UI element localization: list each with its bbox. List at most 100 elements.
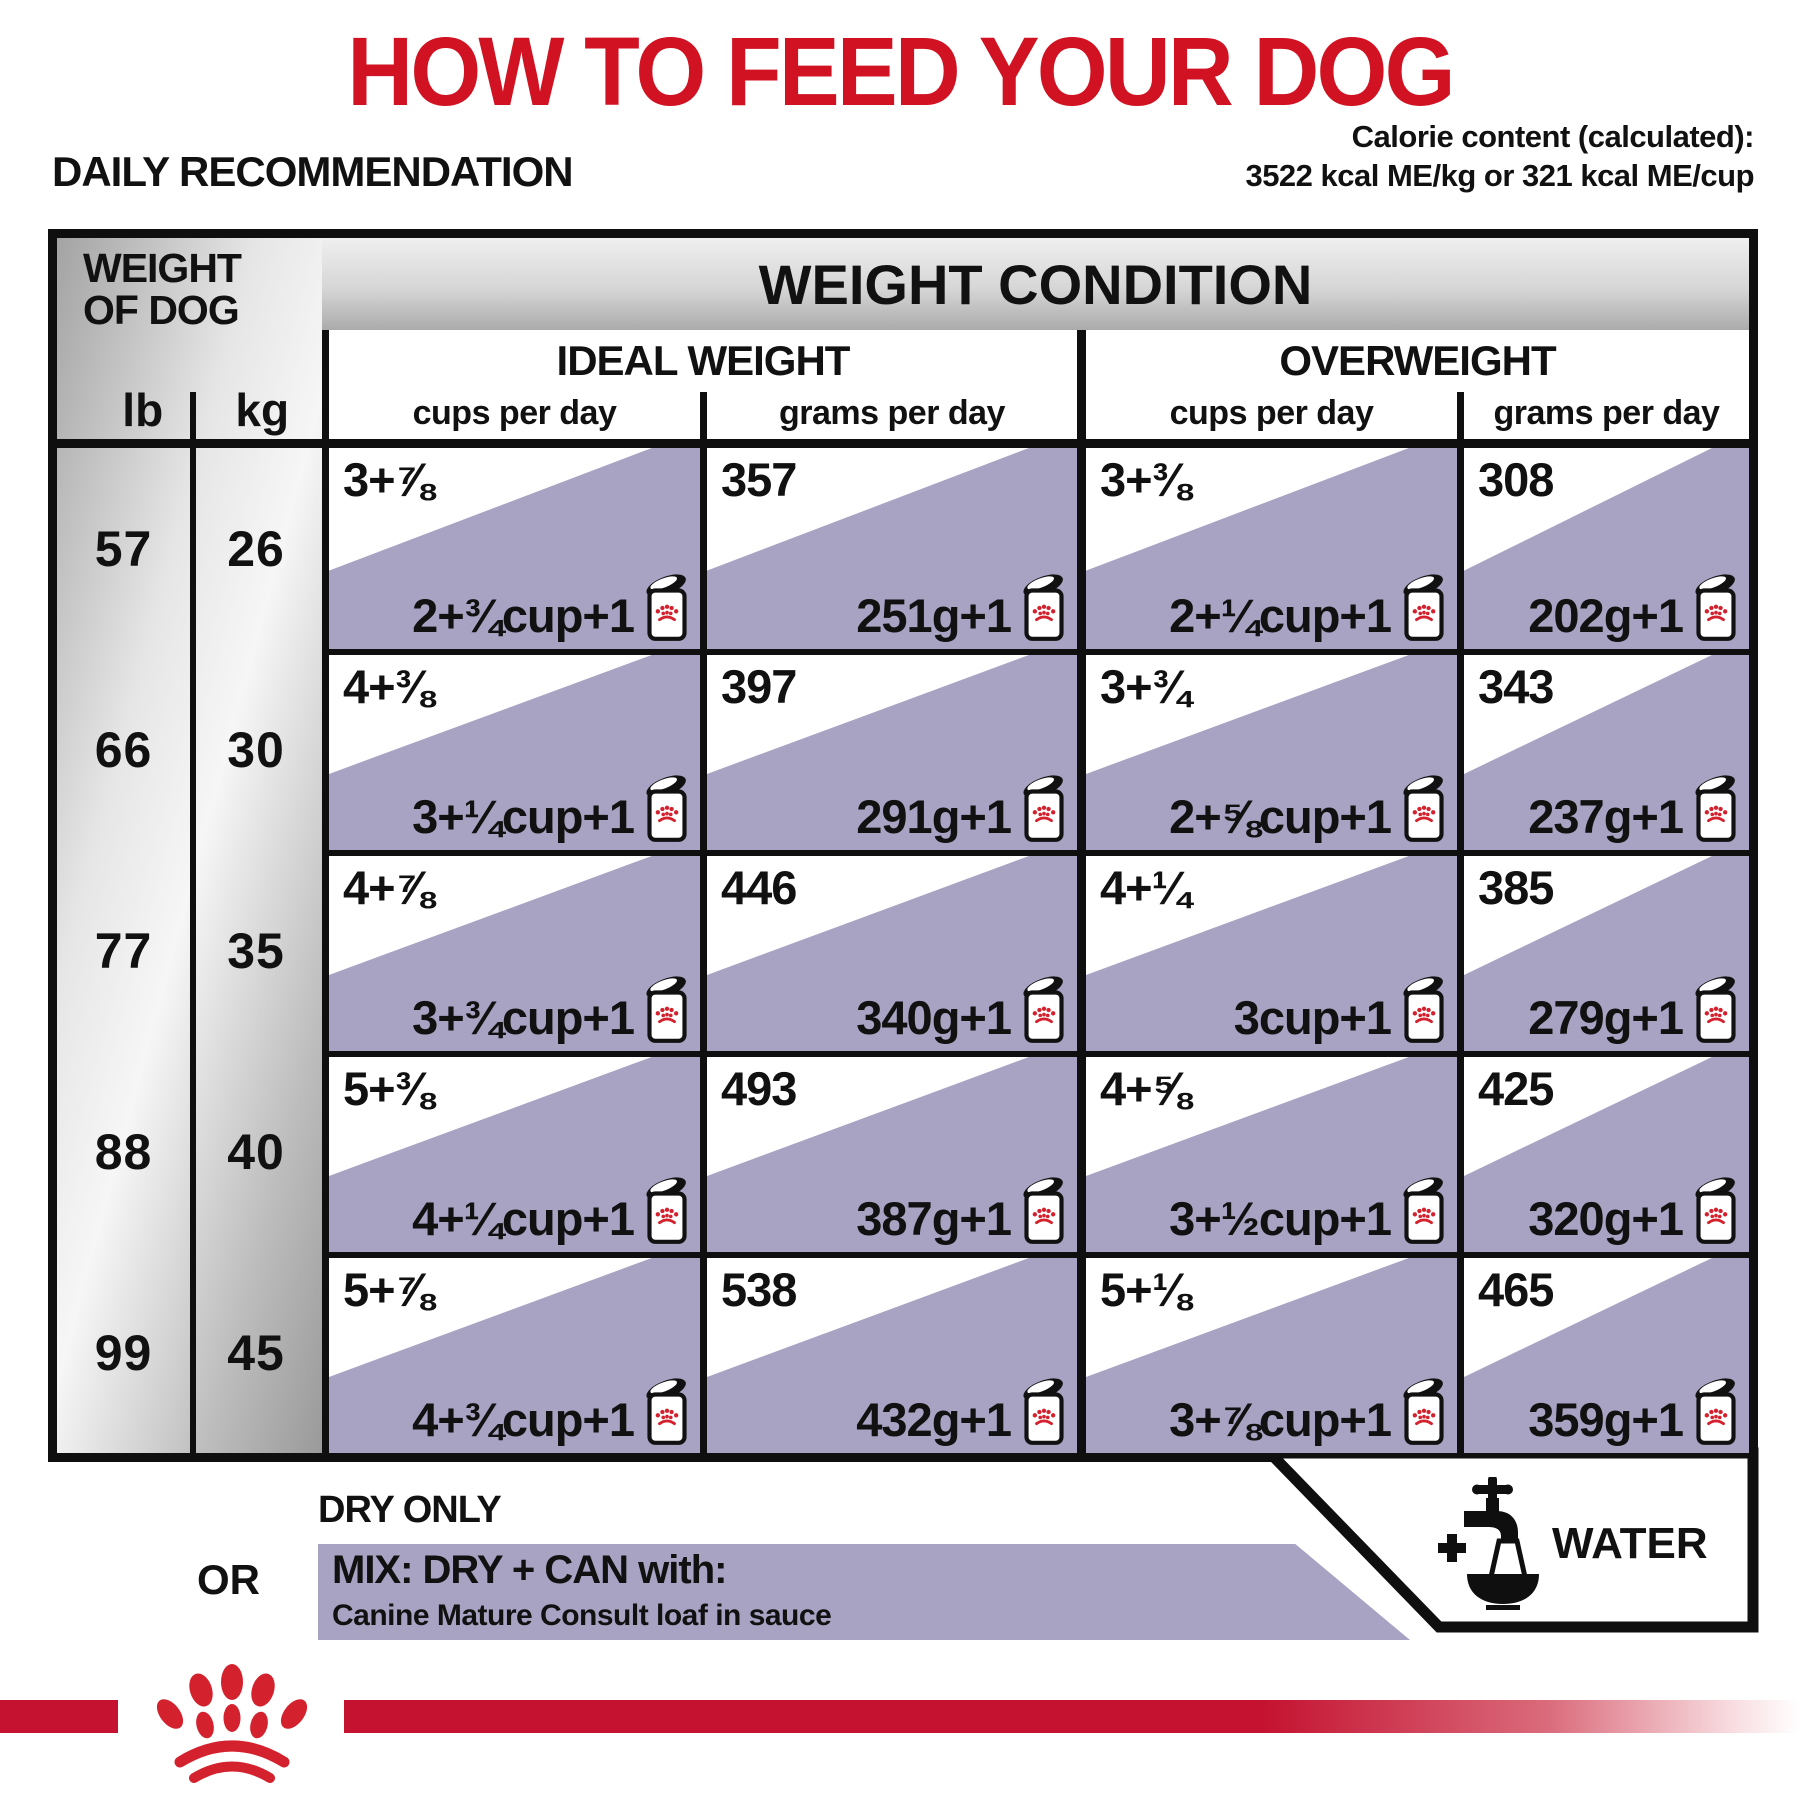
mix-value: 251g+1	[856, 573, 1069, 643]
table-cell: 4+⅞ 3+¾cup+1	[322, 850, 700, 1051]
can-icon	[1019, 1176, 1069, 1246]
ideal-cups-header: cups per day	[322, 392, 700, 448]
dry-value: 4+⅞	[343, 861, 434, 914]
weight-kg: 30	[227, 721, 285, 778]
table-cell: 3+⅜ 2+¼cup+1	[1077, 448, 1457, 649]
weight-kg: 35	[227, 922, 285, 979]
feeding-table: WEIGHT OF DOG lb kg WEIGHT CONDITION IDE…	[48, 229, 1758, 1462]
dry-value: 446	[721, 861, 797, 914]
table-cell: 343 237g+1	[1457, 649, 1749, 850]
dry-value: 4+⅝	[1100, 1062, 1191, 1115]
dry-value: 385	[1478, 861, 1554, 914]
mix-value: 432g+1	[856, 1377, 1069, 1447]
mix-value: 3+¾cup+1	[412, 975, 692, 1045]
weight-kg: 45	[227, 1324, 285, 1381]
can-icon	[642, 774, 692, 844]
mix-value: 291g+1	[856, 774, 1069, 844]
mix-value: 4+¾cup+1	[412, 1377, 692, 1447]
can-icon	[1691, 1176, 1741, 1246]
weight-of-dog-header: WEIGHT OF DOG lb kg	[57, 238, 322, 448]
table-cell: 308 202g+1	[1457, 448, 1749, 649]
dry-value: 343	[1478, 660, 1554, 713]
dry-value: 465	[1478, 1263, 1554, 1316]
mix-value: 3+¼cup+1	[412, 774, 692, 844]
unit-row: lb kg	[83, 383, 322, 439]
dry-value: 3+⅜	[1100, 453, 1191, 506]
can-icon	[1399, 573, 1449, 643]
table-cell: 465 359g+1	[1457, 1252, 1749, 1453]
mix-value: 237g+1	[1528, 774, 1741, 844]
dry-value: 357	[721, 453, 797, 506]
weight-of-dog-label: WEIGHT OF DOG	[83, 245, 242, 333]
or-label: OR	[197, 1556, 260, 1603]
mix-value: 340g+1	[856, 975, 1069, 1045]
table-cell: 385 279g+1	[1457, 850, 1749, 1051]
mix-subtitle: Canine Mature Consult loaf in sauce	[332, 1599, 832, 1632]
table-cell: 5+⅞ 4+¾cup+1	[322, 1252, 700, 1453]
table-cell: 538 432g+1	[700, 1252, 1077, 1453]
daily-recommendation-heading: DAILY RECOMMENDATION	[52, 148, 574, 195]
can-icon	[1399, 1176, 1449, 1246]
weight-kg: 40	[227, 1123, 285, 1180]
dry-value: 493	[721, 1062, 797, 1115]
lb-kg-divider	[190, 392, 196, 1453]
mix-value: 387g+1	[856, 1176, 1069, 1246]
can-icon	[1691, 774, 1741, 844]
mix-value: 3+⅞cup+1	[1169, 1377, 1449, 1447]
mix-value: 3cup+1	[1234, 975, 1449, 1045]
table-cell: 3+¾ 2+⅝cup+1	[1077, 649, 1457, 850]
table-cell: 5+⅛ 3+⅞cup+1	[1077, 1252, 1457, 1453]
table-cell: 4+⅝ 3+½cup+1	[1077, 1051, 1457, 1252]
weight-lb: 57	[94, 520, 153, 577]
can-icon	[1691, 573, 1741, 643]
weight-condition-header: WEIGHT CONDITION	[322, 238, 1749, 330]
page-title: HOW TO FEED YOUR DOG	[347, 17, 1455, 126]
dry-value: 3+¾	[1100, 660, 1191, 713]
calorie-line1: Calorie content (calculated):	[1351, 119, 1755, 154]
ideal-grams-header: grams per day	[700, 392, 1077, 448]
can-icon	[642, 573, 692, 643]
dry-value: 5+⅜	[343, 1062, 434, 1115]
mix-value: 4+¼cup+1	[412, 1176, 692, 1246]
can-icon	[1691, 975, 1741, 1045]
weight-lb: 66	[94, 721, 153, 778]
can-icon	[1019, 573, 1069, 643]
mix-value: 2+¾cup+1	[412, 573, 692, 643]
dry-value: 4+¼	[1100, 861, 1191, 914]
mix-value: 202g+1	[1528, 573, 1741, 643]
table-cell: 357 251g+1	[700, 448, 1077, 649]
kg-label: kg	[235, 384, 290, 436]
table-cell: 493 387g+1	[700, 1051, 1077, 1252]
can-icon	[1399, 1377, 1449, 1447]
can-icon	[1019, 774, 1069, 844]
mix-value: 359g+1	[1528, 1377, 1741, 1447]
mix-value: 279g+1	[1528, 975, 1741, 1045]
mix-banner: MIX: DRY + CAN with: Canine Mature Consu…	[318, 1544, 1410, 1640]
overweight-cups-header: cups per day	[1077, 392, 1457, 448]
weight-lb: 77	[94, 922, 153, 979]
table-cell: 397 291g+1	[700, 649, 1077, 850]
mix-value: 3+½cup+1	[1169, 1176, 1449, 1246]
dry-only-label: DRY ONLY	[318, 1489, 502, 1531]
water-tap-icon	[1438, 1477, 1539, 1610]
table-cell: 446 340g+1	[700, 850, 1077, 1051]
can-icon	[642, 975, 692, 1045]
calorie-line2: 3522 kcal ME/kg or 321 kcal ME/cup	[1245, 157, 1754, 193]
mix-value: 2+¼cup+1	[1169, 573, 1449, 643]
dry-value: 425	[1478, 1062, 1554, 1115]
can-icon	[1019, 975, 1069, 1045]
can-icon	[1399, 975, 1449, 1045]
royal-canin-crown-logo	[156, 1664, 308, 1783]
table-cell: 425 320g+1	[1457, 1051, 1749, 1252]
table-cell: 4+¼ 3cup+1	[1077, 850, 1457, 1051]
water-label: WATER	[1552, 1519, 1708, 1568]
can-icon	[1691, 1377, 1741, 1447]
mix-value: 2+⅝cup+1	[1169, 774, 1449, 844]
dry-value: 538	[721, 1263, 797, 1316]
feeding-grid: WEIGHT OF DOG lb kg WEIGHT CONDITION IDE…	[57, 238, 1749, 1453]
mix-value: 320g+1	[1528, 1176, 1741, 1246]
weight-lb: 88	[94, 1123, 153, 1180]
calorie-content: Calorie content (calculated): 3522 kcal …	[1245, 118, 1754, 196]
dry-value: 5+⅞	[343, 1263, 434, 1316]
